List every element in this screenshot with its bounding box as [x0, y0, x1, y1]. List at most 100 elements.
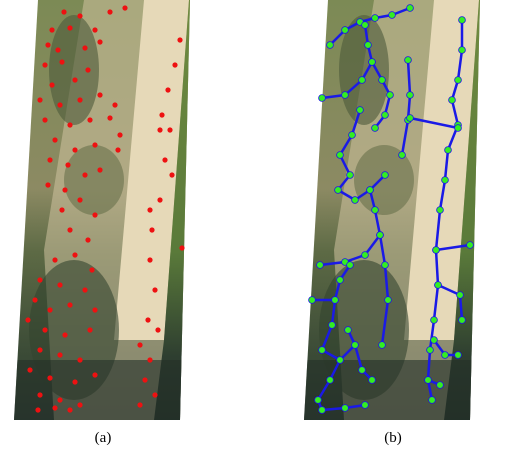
point — [147, 257, 152, 262]
node — [382, 112, 389, 119]
point — [92, 212, 97, 217]
node — [345, 327, 352, 334]
point — [52, 257, 57, 262]
point — [25, 317, 30, 322]
point — [37, 347, 42, 352]
node — [372, 207, 379, 214]
point — [72, 77, 77, 82]
node — [349, 132, 356, 139]
point — [61, 9, 66, 14]
node — [435, 282, 442, 289]
point — [49, 82, 54, 87]
node — [372, 15, 379, 22]
point — [67, 122, 72, 127]
node — [319, 407, 326, 414]
point — [82, 287, 87, 292]
node — [442, 352, 449, 359]
point — [37, 392, 42, 397]
node — [329, 322, 336, 329]
point — [107, 115, 112, 120]
node — [459, 317, 466, 324]
point — [62, 187, 67, 192]
node — [359, 77, 366, 84]
node — [407, 115, 414, 122]
node — [357, 107, 364, 114]
node — [442, 177, 449, 184]
node — [389, 12, 396, 19]
point — [137, 402, 142, 407]
node — [433, 247, 440, 254]
node — [399, 152, 406, 159]
point — [57, 102, 62, 107]
node — [352, 197, 359, 204]
point — [57, 282, 62, 287]
node — [327, 377, 334, 384]
point — [49, 27, 54, 32]
node — [337, 152, 344, 159]
node — [319, 347, 326, 354]
point — [57, 397, 62, 402]
point — [27, 367, 32, 372]
point — [107, 9, 112, 14]
node — [335, 187, 342, 194]
point — [77, 402, 82, 407]
point — [147, 357, 152, 362]
point — [77, 197, 82, 202]
point — [92, 27, 97, 32]
point — [59, 207, 64, 212]
point — [72, 379, 77, 384]
point — [77, 13, 82, 18]
point — [89, 267, 94, 272]
point — [157, 197, 162, 202]
node — [342, 405, 349, 412]
node — [431, 337, 438, 344]
point — [117, 132, 122, 137]
point — [147, 207, 152, 212]
figure: (a) (b) — [0, 0, 507, 459]
point — [55, 47, 60, 52]
panel-label: (b) — [384, 430, 402, 446]
node — [379, 77, 386, 84]
point — [115, 147, 120, 152]
node — [337, 277, 344, 284]
point — [47, 307, 52, 312]
node — [427, 347, 434, 354]
point — [97, 92, 102, 97]
node — [359, 367, 366, 374]
node — [445, 147, 452, 154]
node — [367, 187, 374, 194]
node — [362, 22, 369, 29]
point — [87, 327, 92, 332]
point — [87, 117, 92, 122]
node — [455, 77, 462, 84]
point — [52, 137, 57, 142]
node — [372, 125, 379, 132]
point — [57, 352, 62, 357]
node — [319, 95, 326, 102]
point — [62, 332, 67, 337]
point — [152, 287, 157, 292]
point — [97, 39, 102, 44]
point — [82, 172, 87, 177]
node — [332, 297, 339, 304]
point — [165, 87, 170, 92]
point — [47, 157, 52, 162]
point — [152, 392, 157, 397]
point — [47, 375, 52, 380]
node — [369, 59, 376, 66]
point — [77, 97, 82, 102]
point — [159, 112, 164, 117]
point — [162, 157, 167, 162]
node — [337, 357, 344, 364]
node — [347, 172, 354, 179]
point — [149, 227, 154, 232]
node — [467, 242, 474, 249]
node — [407, 92, 414, 99]
node — [459, 17, 466, 24]
node — [429, 397, 436, 404]
node — [387, 92, 394, 99]
point — [157, 127, 162, 132]
node — [449, 97, 456, 104]
node — [342, 92, 349, 99]
point — [67, 407, 72, 412]
